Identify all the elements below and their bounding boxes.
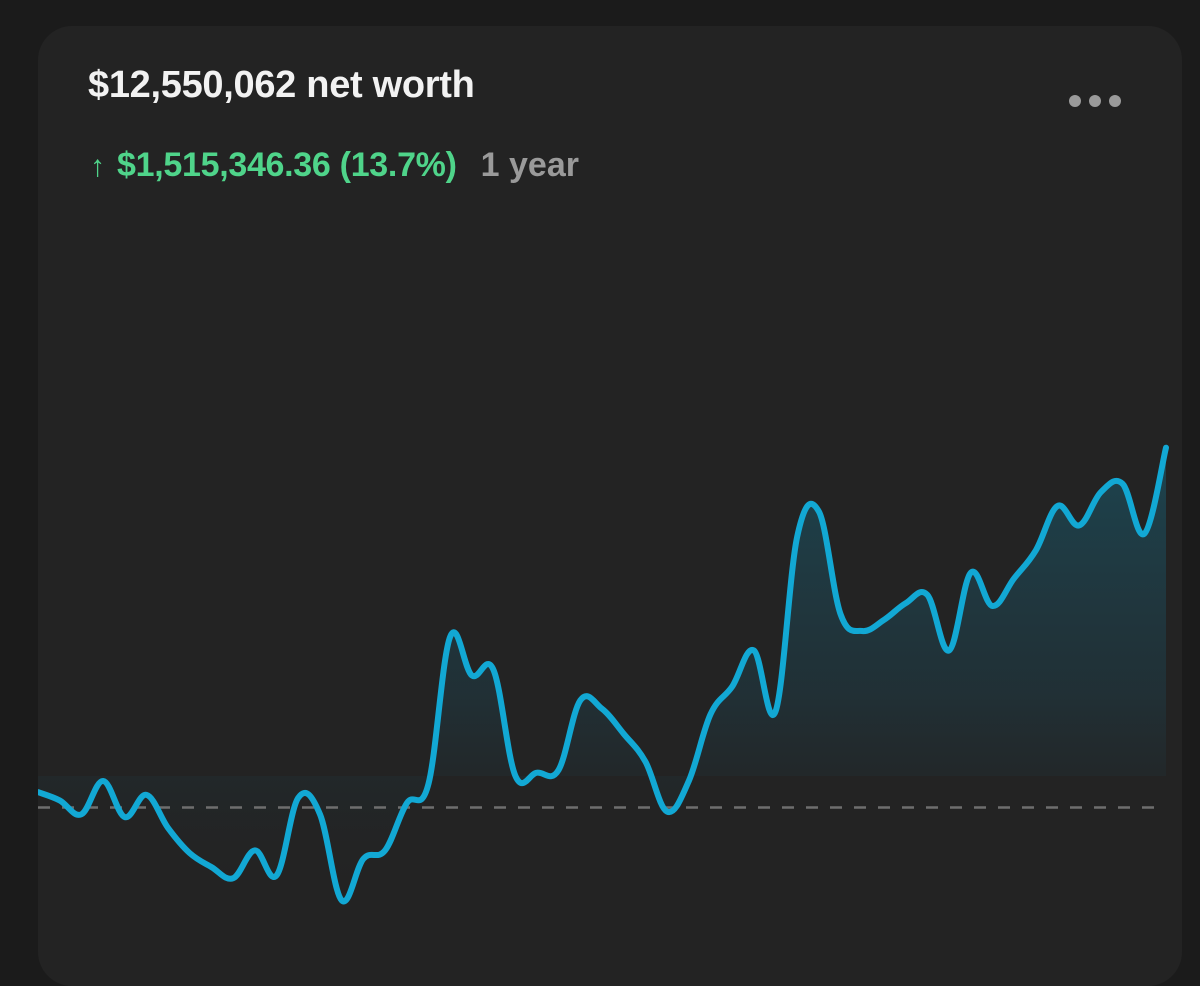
chart-point <box>729 684 735 690</box>
chart-point <box>1011 575 1017 581</box>
chart-point <box>1163 445 1169 451</box>
chart-point <box>816 509 822 515</box>
chart-point <box>599 706 605 712</box>
more-dot-icon <box>1089 95 1101 107</box>
chart-point <box>57 797 63 803</box>
chart-point <box>317 811 323 817</box>
chart-point <box>144 792 150 798</box>
chart-point <box>1120 481 1126 487</box>
chart-point <box>990 603 996 609</box>
chart-point <box>686 778 692 784</box>
chart-point <box>252 847 258 853</box>
chart-point <box>773 709 779 715</box>
net-worth-card: $12,550,062 net worth ↑ $1,515,346.36 (1… <box>38 26 1182 986</box>
more-dot-icon <box>1069 95 1081 107</box>
chart-point <box>382 847 388 853</box>
chart-point <box>577 697 583 703</box>
chart-point <box>1141 531 1147 537</box>
change-amount: $1,515,346.36 (13.7%) <box>117 146 457 184</box>
chart-point <box>1098 489 1104 495</box>
net-worth-chart <box>38 444 1169 905</box>
chart-point <box>946 647 952 653</box>
chart-point <box>1033 547 1039 553</box>
chart-area-fill <box>38 447 1166 902</box>
change-summary: ↑ $1,515,346.36 (13.7%) 1 year <box>90 146 579 185</box>
chart-point <box>295 795 301 801</box>
chart-point <box>209 864 215 870</box>
chart-point <box>78 811 84 817</box>
chart-point <box>100 778 106 784</box>
more-dot-icon <box>1109 95 1121 107</box>
period-selector[interactable]: 1 year <box>480 146 579 184</box>
chart-point <box>1055 503 1061 509</box>
chart-point <box>534 770 540 776</box>
chart-point <box>751 647 757 653</box>
chart-point <box>512 772 518 778</box>
chart-point <box>708 711 714 717</box>
chart-point <box>903 600 909 606</box>
chart-point <box>642 759 648 765</box>
chart-series-line <box>38 444 1169 905</box>
chart-point <box>491 667 497 673</box>
more-options-button[interactable] <box>1060 84 1130 118</box>
chart-point <box>404 800 410 806</box>
chart-point <box>794 534 800 540</box>
arrow-up-icon: ↑ <box>90 150 105 183</box>
chart-point <box>469 672 475 678</box>
chart-point <box>360 856 366 862</box>
chart-point <box>1076 522 1082 528</box>
chart-point <box>165 825 171 831</box>
chart-point <box>664 809 670 815</box>
chart-point <box>447 634 453 640</box>
chart-point <box>924 592 930 598</box>
chart-point <box>881 617 887 623</box>
chart-point <box>339 897 345 903</box>
chart-point <box>274 872 280 878</box>
chart-point <box>838 611 844 617</box>
chart-point <box>968 570 974 576</box>
net-worth-title: $12,550,062 net worth <box>88 64 475 106</box>
chart-point <box>426 781 432 787</box>
chart-point <box>230 875 236 881</box>
chart-point <box>621 731 627 737</box>
chart-point <box>859 628 865 634</box>
chart-point <box>556 767 562 773</box>
chart-point <box>122 814 128 820</box>
chart-point <box>187 850 193 856</box>
